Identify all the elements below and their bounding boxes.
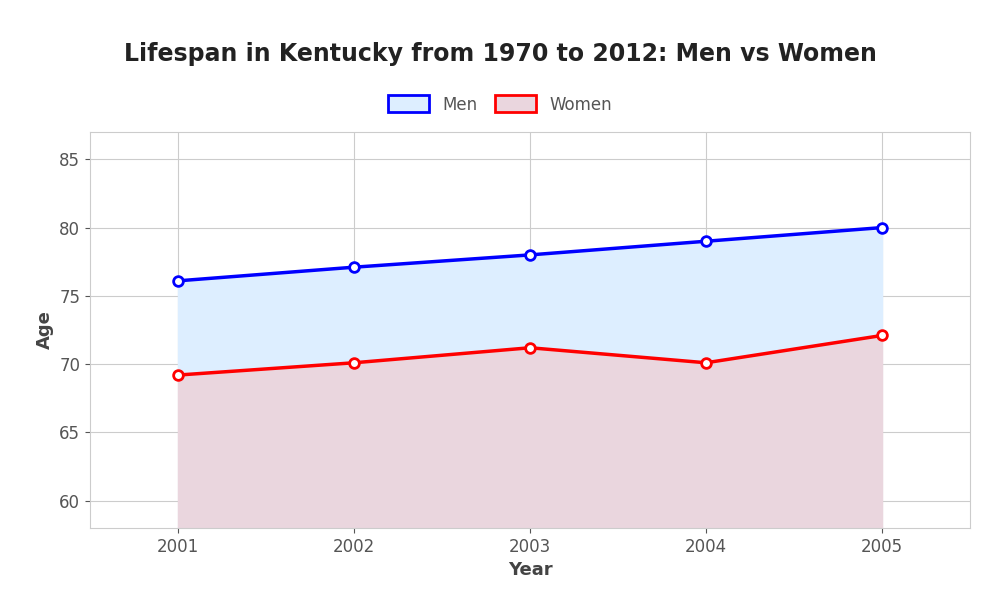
Legend: Men, Women: Men, Women: [388, 95, 612, 113]
X-axis label: Year: Year: [508, 561, 552, 579]
Text: Lifespan in Kentucky from 1970 to 2012: Men vs Women: Lifespan in Kentucky from 1970 to 2012: …: [124, 42, 876, 66]
Y-axis label: Age: Age: [36, 311, 54, 349]
